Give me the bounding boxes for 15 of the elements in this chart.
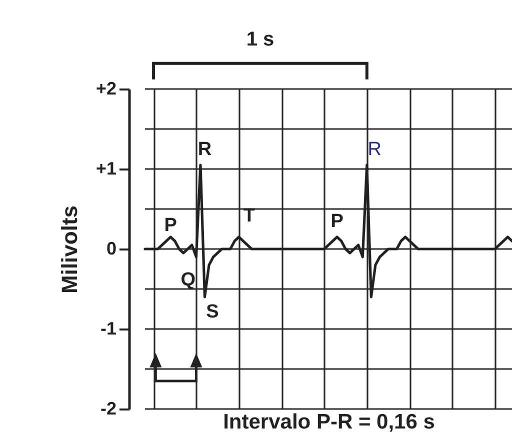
- y-tick-label: +2: [96, 78, 116, 98]
- annotation: Q: [180, 269, 196, 290]
- annotation: P: [164, 215, 178, 236]
- y-tick-label: -1: [100, 318, 116, 338]
- annotation: P: [330, 211, 344, 232]
- y-tick-label: +1: [96, 158, 116, 178]
- annotation: R: [368, 139, 382, 160]
- x-axis-title: Intervalo P-R = 0,16 s: [223, 410, 435, 434]
- y-axis-title: Milivolts: [56, 205, 82, 294]
- annotation: R: [198, 139, 212, 160]
- y-tick-label: 0: [106, 238, 116, 258]
- annotation: S: [206, 301, 219, 322]
- y-tick-label: -2: [100, 398, 116, 418]
- text: 1 s: [246, 28, 274, 50]
- annotation: T: [243, 205, 256, 226]
